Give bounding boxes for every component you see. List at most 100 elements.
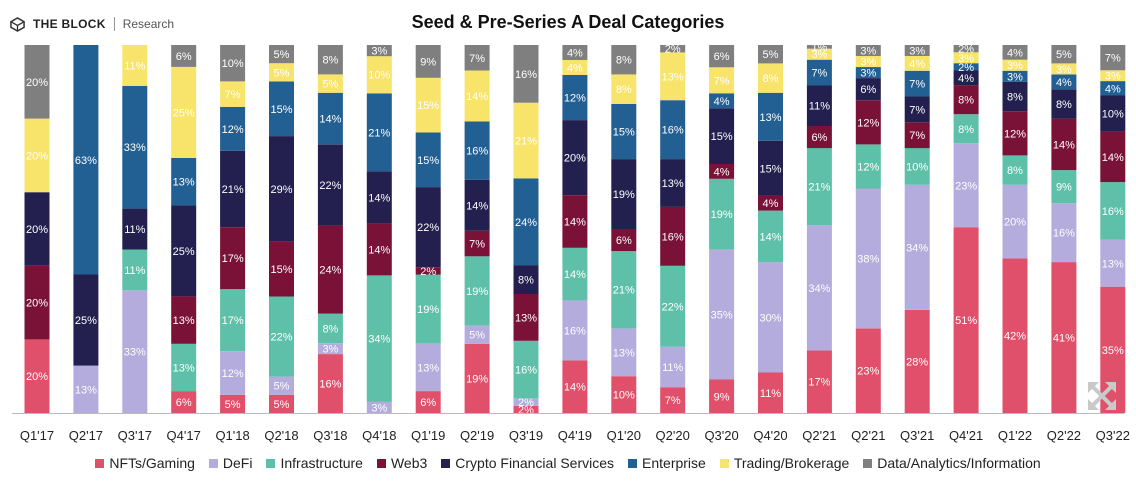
data-label: 34% (808, 283, 830, 295)
legend-item: Trading/Brokerage (719, 455, 850, 471)
bar-segment-Q420-7 (758, 45, 783, 64)
bar-segment-Q118-6 (220, 81, 246, 107)
data-label: 3% (1056, 64, 1072, 76)
bar-segment-Q418-6 (366, 56, 392, 94)
data-label: 13% (417, 363, 439, 375)
legend-swatch (863, 458, 873, 468)
data-label: 9% (714, 391, 730, 403)
data-label: 24% (319, 265, 341, 277)
data-label: 2% (958, 44, 974, 56)
data-label: 25% (75, 315, 97, 327)
bar-segment-Q219-2 (464, 256, 490, 326)
bar-segment-Q118-7 (220, 45, 246, 82)
legend-item: DeFi (208, 455, 252, 471)
bar-segment-Q320-0 (709, 379, 735, 413)
data-label: 16% (515, 365, 537, 377)
bar-segment-Q419-5 (562, 75, 588, 121)
bar-segment-Q218-7 (269, 45, 294, 64)
bar-segment-Q418-1 (366, 401, 392, 413)
data-label: 20% (1004, 217, 1026, 229)
data-label: 38% (857, 253, 879, 265)
bar-segment-Q322-3 (1100, 131, 1126, 183)
bar-segment-Q220-0 (660, 387, 686, 413)
x-tick-label: Q1'18 (215, 428, 249, 443)
data-label: 8% (1007, 92, 1023, 104)
data-label: 7% (909, 104, 925, 116)
data-label: 4% (958, 73, 974, 85)
chart-title: Seed & Pre-Series A Deal Categories (411, 12, 725, 32)
x-tick-label: Q2'20 (656, 428, 690, 443)
x-tick-label: Q1'17 (20, 428, 54, 443)
data-label: 14% (319, 114, 341, 126)
data-label: 13% (75, 384, 97, 396)
bar-segment-Q419-6 (562, 60, 588, 75)
data-label: 8% (763, 73, 779, 85)
bar-segment-Q319-2 (513, 340, 539, 399)
bar-segment-Q318-5 (317, 92, 343, 145)
legend-item: NFTs/Gaming (95, 455, 195, 471)
expand-arrows-icon[interactable] (1086, 380, 1118, 412)
data-label: 9% (420, 56, 436, 68)
bar-segment-Q320-7 (709, 45, 735, 68)
bar-segment-Q120-5 (611, 103, 637, 160)
data-label: 63% (75, 155, 97, 167)
bar-segment-Q317-4 (122, 208, 148, 250)
data-label: 9% (1056, 182, 1072, 194)
bar-segment-Q120-0 (611, 376, 637, 413)
data-label: 23% (955, 180, 977, 192)
bar-segment-Q221-2 (855, 144, 881, 189)
legend-item: Data/Analytics/Information (863, 455, 1041, 471)
bar-segment-Q119-3 (415, 267, 441, 275)
x-tick-label: Q2'22 (1047, 428, 1081, 443)
data-label: 20% (26, 371, 48, 383)
data-label: 16% (1053, 228, 1075, 240)
data-label: 20% (26, 224, 48, 236)
data-label: 3% (1105, 71, 1121, 83)
x-tick-label: Q2'21 (851, 428, 885, 443)
bar-segment-Q419-1 (562, 300, 588, 361)
bar-segment-Q420-0 (758, 372, 783, 413)
bar-segment-Q318-7 (317, 45, 343, 75)
brand-subtitle: Research (122, 17, 175, 31)
bar-segment-Q118-4 (220, 150, 246, 228)
bar-segment-Q421-3 (953, 85, 979, 115)
bar-segment-Q321-1 (904, 184, 930, 310)
data-label: 3% (1007, 71, 1023, 83)
data-label: 7% (714, 75, 730, 87)
data-label: 7% (909, 130, 925, 142)
x-tick-label: Q1'20 (607, 428, 641, 443)
bar-segment-Q320-4 (709, 108, 735, 164)
data-label: 29% (270, 184, 292, 196)
bar-segment-Q419-3 (562, 195, 588, 248)
data-label: 5% (274, 399, 290, 411)
data-label: 13% (173, 315, 195, 327)
data-label: 5% (274, 49, 290, 61)
data-label: 8% (958, 95, 974, 107)
data-label: 14% (759, 231, 781, 243)
data-label: 15% (270, 104, 292, 116)
x-tick-label: Q2'17 (69, 428, 103, 443)
legend-label: Infrastructure (280, 455, 363, 471)
data-label: 4% (909, 58, 925, 70)
bar-segment-Q220-4 (660, 159, 686, 207)
data-label: 20% (564, 153, 586, 165)
bar-segment-Q221-2 (806, 148, 832, 226)
bar-segment-Q417-2 (171, 343, 197, 392)
data-label: 13% (662, 71, 684, 83)
x-tick-label: Q3'21 (900, 428, 934, 443)
bar-segment-Q220-7 (660, 45, 686, 53)
bar-segment-Q120-7 (611, 45, 637, 75)
data-label: 7% (811, 68, 827, 80)
legend-label: Trading/Brokerage (733, 455, 850, 471)
bar-segment-Q417-6 (171, 66, 197, 158)
bar-segment-Q219-0 (464, 343, 490, 413)
data-label: 5% (322, 79, 338, 91)
bar-segment-Q417-5 (171, 158, 197, 206)
bar-segment-Q221-6 (806, 48, 832, 60)
x-tick-label: Q3'20 (704, 428, 738, 443)
bar-segment-Q421-2 (953, 114, 979, 144)
legend-swatch (266, 458, 276, 468)
bar-segment-Q221-4 (806, 85, 832, 126)
bar-segment-Q120-2 (611, 251, 637, 329)
bar-segment-Q221-7 (855, 45, 881, 56)
